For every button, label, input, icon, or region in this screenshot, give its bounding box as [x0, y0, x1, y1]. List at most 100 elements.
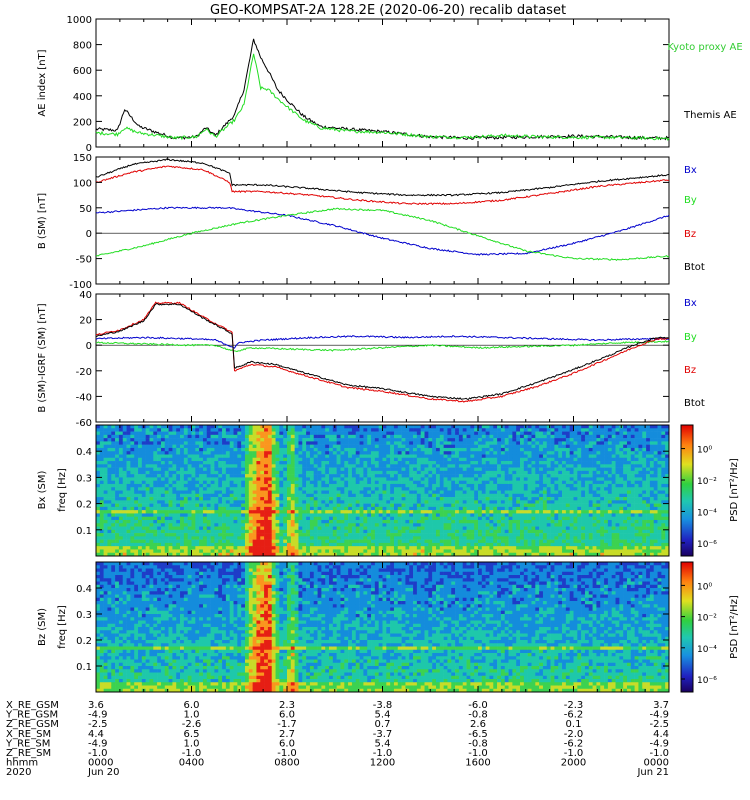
heatmap-cell: [428, 483, 433, 488]
heatmap-cell: [130, 536, 135, 540]
heatmap-cell: [451, 542, 456, 547]
heatmap-cell: [115, 549, 120, 554]
heatmap-cell: [267, 487, 273, 491]
heatmap-cell: [283, 493, 288, 498]
heatmap-cell: [458, 487, 464, 491]
heatmap-cell: [233, 513, 238, 517]
heatmap-cell: [462, 546, 467, 550]
heatmap-cell: [153, 552, 158, 557]
heatmap-cell: [126, 480, 131, 485]
heatmap-cell: [195, 546, 200, 550]
heatmap-cell: [115, 516, 120, 521]
heatmap-cell: [478, 434, 483, 439]
heatmap-cell: [439, 461, 444, 465]
heatmap-cell: [99, 490, 104, 495]
heatmap-cell: [222, 467, 227, 472]
heatmap-cell: [168, 539, 173, 544]
heatmap-cell: [325, 506, 330, 511]
heatmap-cell: [382, 513, 387, 517]
heatmap-cell: [489, 454, 494, 459]
heatmap-cell: [153, 523, 158, 527]
heatmap-cell: [222, 552, 227, 557]
heatmap-cell: [401, 549, 406, 554]
heatmap-cell: [164, 480, 169, 485]
heatmap-cell: [554, 490, 559, 495]
heatmap-cell: [539, 483, 544, 488]
heatmap-cell: [432, 444, 437, 449]
heatmap-cell: [233, 539, 238, 544]
heatmap-cell: [298, 461, 303, 465]
heatmap-cell: [443, 536, 448, 540]
heatmap-cell: [546, 461, 551, 465]
heatmap-cell: [153, 542, 158, 547]
heatmap-cell: [275, 533, 280, 537]
heatmap-cell: [134, 526, 139, 531]
heatmap-cell: [225, 510, 230, 514]
heatmap-cell: [405, 513, 410, 517]
heatmap-cell: [157, 470, 162, 475]
heatmap-cell: [252, 519, 257, 524]
heatmap-cell: [504, 441, 509, 445]
heatmap-cell: [451, 474, 456, 478]
heatmap-cell: [218, 493, 223, 498]
heatmap-cell: [237, 523, 242, 527]
heatmap-cell: [374, 516, 379, 521]
heatmap-cell: [458, 536, 464, 540]
heatmap-cell: [157, 474, 162, 478]
heatmap-cell: [512, 474, 517, 478]
heatmap-cell: [248, 447, 253, 452]
heatmap-cell: [554, 519, 559, 524]
heatmap-cell: [306, 519, 311, 524]
heatmap-cell: [214, 546, 219, 550]
heatmap-cell: [397, 493, 402, 498]
heatmap-cell: [539, 467, 544, 472]
heatmap-cell: [309, 529, 315, 534]
heatmap-cell: [390, 477, 395, 481]
heatmap-cell: [497, 519, 502, 524]
heatmap-cell: [222, 490, 227, 495]
heatmap-cell: [523, 477, 528, 481]
heatmap-cell: [527, 526, 532, 531]
heatmap-cell: [145, 513, 150, 517]
heatmap-cell: [279, 441, 284, 445]
heatmap-cell: [359, 510, 364, 514]
heatmap-cell: [527, 523, 532, 527]
heatmap-cell: [424, 526, 429, 531]
spec-bx-heatmap: [96, 425, 670, 557]
heatmap-cell: [122, 438, 127, 442]
heatmap-cell: [168, 477, 173, 481]
heatmap-cell: [149, 480, 154, 485]
heatmap-cell: [103, 438, 108, 442]
heatmap-cell: [367, 474, 372, 478]
heatmap-cell: [516, 467, 521, 472]
heatmap-cell: [325, 516, 330, 521]
heatmap-cell: [229, 425, 234, 429]
heatmap-cell: [539, 536, 544, 540]
heatmap-cell: [439, 549, 444, 554]
heatmap-cell: [340, 438, 345, 442]
heatmap-cell: [191, 506, 196, 511]
heatmap-cell: [160, 533, 166, 537]
heatmap-cell: [309, 447, 315, 452]
heatmap-cell: [478, 464, 483, 468]
heatmap-cell: [478, 467, 483, 472]
heatmap-cell: [130, 519, 135, 524]
heatmap-cell: [542, 425, 548, 429]
heatmap-cell: [489, 523, 494, 527]
heatmap-cell: [99, 467, 104, 472]
y-tick-label: 0: [86, 143, 92, 154]
heatmap-cell: [118, 487, 124, 491]
heatmap-cell: [329, 434, 334, 439]
heatmap-cell: [107, 444, 112, 449]
heatmap-cell: [313, 513, 318, 517]
heatmap-cell: [455, 447, 460, 452]
heatmap-cell: [202, 454, 208, 459]
heatmap-cell: [122, 487, 127, 491]
heatmap-cell: [344, 549, 349, 554]
heatmap-cell: [317, 549, 322, 554]
heatmap-cell: [382, 546, 387, 550]
heatmap-cell: [367, 454, 372, 459]
heatmap-cell: [202, 552, 208, 557]
heatmap-cell: [355, 513, 360, 517]
heatmap-cell: [287, 500, 292, 504]
